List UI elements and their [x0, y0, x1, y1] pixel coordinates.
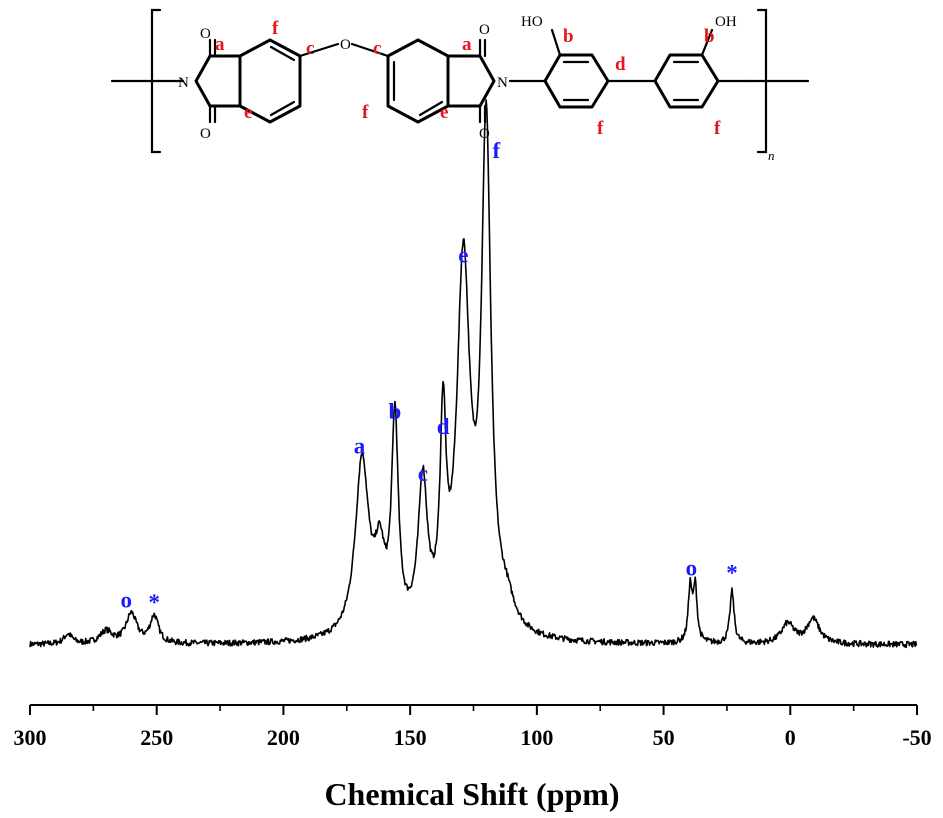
- x-axis-title: Chemical Shift (ppm): [324, 776, 619, 812]
- x-tick-label-2: 200: [267, 725, 300, 750]
- left-imide-n: N: [178, 75, 189, 91]
- middle-benzene-ring: [386, 38, 450, 124]
- left-benzene-inner-2: [269, 100, 296, 117]
- hydroxyl-left: HO: [521, 14, 543, 30]
- carbon-label-a-left: a: [215, 34, 225, 55]
- carbon-label-f-ring2: f: [714, 118, 721, 139]
- x-tick-label-4: 100: [520, 725, 553, 750]
- hydroxyl-right: OH: [715, 14, 737, 30]
- peak-label-e-4: e: [458, 242, 468, 267]
- x-tick-label-3: 150: [394, 725, 427, 750]
- right-imide-ring: [446, 54, 496, 108]
- hydroxyl-bond-left: [550, 28, 562, 57]
- peak-label-c-2: c: [418, 461, 428, 486]
- peak-label-star-9: *: [726, 560, 738, 585]
- left-benzene-inner-1: [269, 45, 296, 62]
- peak-label-a-0: a: [354, 434, 366, 459]
- x-axis-tick-labels: 300 250 200 150 100 50 0 -50: [14, 725, 932, 750]
- carbon-label-e-left: e: [244, 102, 252, 123]
- peak-label-star-7: *: [148, 590, 160, 615]
- carbon-label-e-middle: e: [440, 102, 448, 123]
- carbon-label-b-left: b: [563, 26, 574, 47]
- middle-benzene-inner-2: [418, 100, 444, 117]
- carbon-label-d: d: [615, 54, 626, 75]
- x-tick-label-5: 50: [653, 725, 675, 750]
- x-axis-ticks: [29, 705, 918, 715]
- peak-label-o-6: o: [121, 588, 133, 613]
- left-imide-o-top: O: [200, 26, 211, 42]
- repeat-unit-structure: n O O N O O O N HO: [110, 8, 810, 163]
- repeat-subscript: n: [768, 148, 775, 163]
- x-tick-label-7: -50: [902, 725, 931, 750]
- x-tick-label-1: 250: [140, 725, 173, 750]
- hydroxyl-bond-right: [700, 28, 714, 57]
- left-imide-o-bottom: O: [200, 126, 211, 142]
- x-tick-label-0: 300: [14, 725, 47, 750]
- carbon-label-a-right: a: [462, 34, 472, 55]
- right-ether-bond-1: [350, 42, 390, 58]
- carbon-label-c-middle: c: [373, 38, 381, 59]
- carbon-label-f-left: f: [272, 18, 279, 39]
- left-benzene-ring: [238, 38, 302, 124]
- spectrum-line: [29, 99, 918, 649]
- peak-label-o-8: o: [686, 555, 698, 580]
- left-ether-bond-1: [298, 42, 340, 58]
- carbon-label-f-ring1: f: [597, 118, 604, 139]
- carbon-label-c-left: c: [306, 38, 314, 59]
- left-imide-ring: [194, 54, 242, 108]
- carbon-label-b-right: b: [704, 26, 715, 47]
- right-imide-n: N: [497, 75, 508, 91]
- peak-label-d-3: d: [437, 414, 450, 439]
- peak-label-f-5: f: [492, 138, 500, 163]
- carbon-label-f-middle: f: [362, 102, 369, 123]
- spectrum-plot: ab cd e f o * o * 300 250 200 150 100 50 0 -50 Chemica…: [14, 99, 932, 812]
- peak-label-b-1: b: [389, 399, 402, 424]
- peak-labels: ab cd e f o * o *: [121, 138, 738, 615]
- x-tick-label-6: 0: [785, 725, 796, 750]
- ether-oxygen: O: [340, 37, 351, 53]
- right-imide-o-top: O: [479, 22, 490, 38]
